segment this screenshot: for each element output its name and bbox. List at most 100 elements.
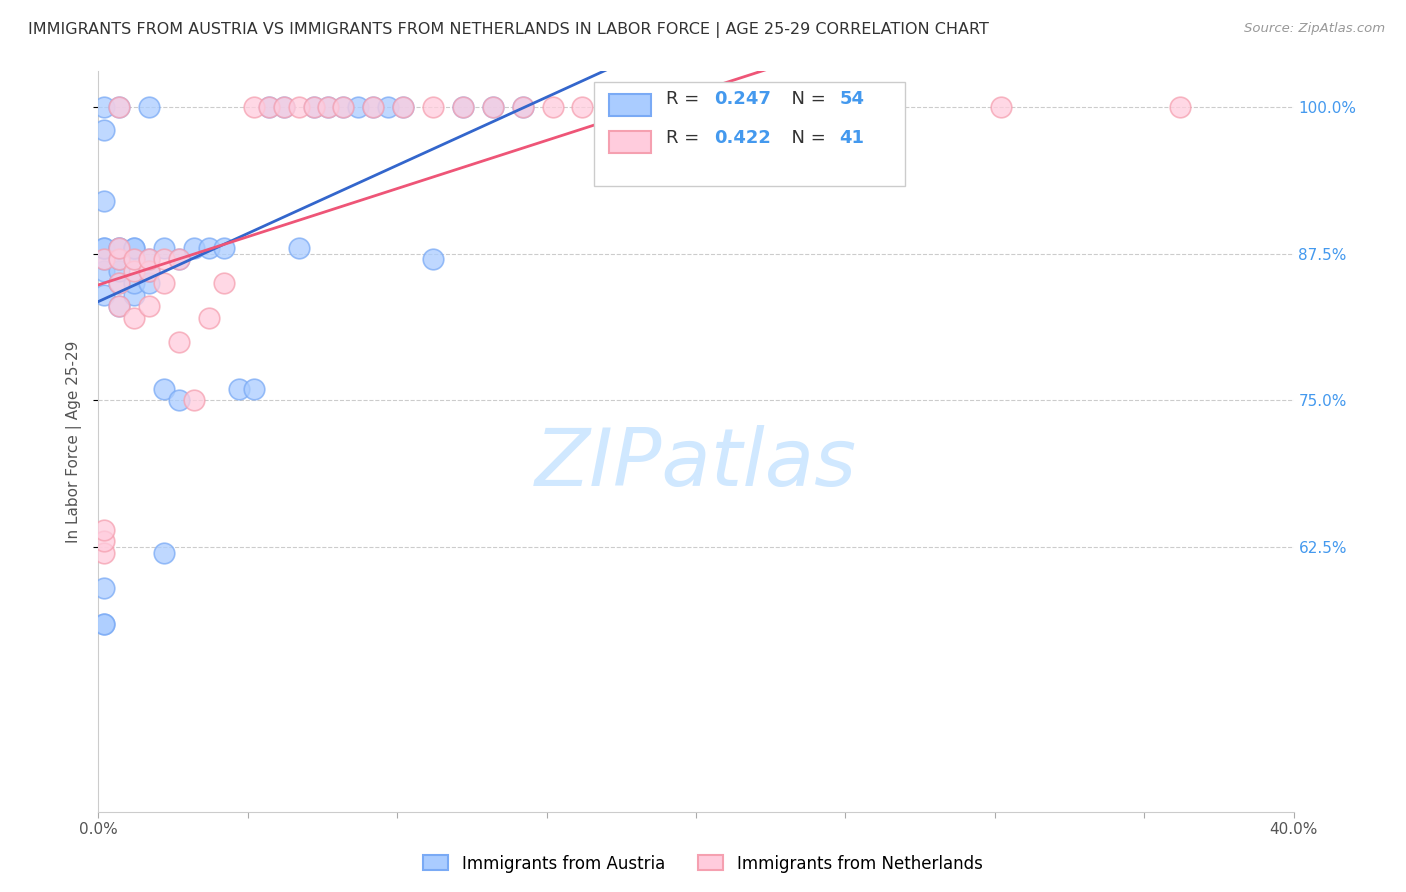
Point bbox=[302, 100, 325, 114]
Point bbox=[93, 616, 115, 631]
Point bbox=[451, 100, 474, 114]
FancyBboxPatch shape bbox=[609, 130, 651, 153]
Point bbox=[108, 276, 131, 290]
Point bbox=[482, 100, 505, 114]
Point bbox=[93, 582, 115, 596]
Point bbox=[138, 252, 160, 267]
Point bbox=[571, 100, 593, 114]
FancyBboxPatch shape bbox=[609, 94, 651, 116]
Point bbox=[990, 100, 1012, 114]
Point bbox=[124, 241, 146, 255]
Point bbox=[108, 252, 131, 267]
Point bbox=[392, 100, 415, 114]
Point bbox=[124, 311, 146, 326]
Point bbox=[93, 546, 115, 560]
Point bbox=[124, 252, 146, 267]
Point bbox=[138, 264, 160, 278]
Point bbox=[108, 299, 131, 313]
Point bbox=[93, 616, 115, 631]
Point bbox=[183, 393, 205, 408]
Text: 54: 54 bbox=[839, 90, 865, 108]
Point bbox=[257, 100, 280, 114]
Text: Source: ZipAtlas.com: Source: ZipAtlas.com bbox=[1244, 22, 1385, 36]
Text: R =: R = bbox=[666, 129, 704, 147]
Point bbox=[347, 100, 370, 114]
Point bbox=[167, 252, 190, 267]
Point bbox=[287, 241, 309, 255]
Text: 0.422: 0.422 bbox=[714, 129, 770, 147]
Point bbox=[167, 393, 190, 408]
Point bbox=[302, 100, 325, 114]
Point bbox=[93, 287, 115, 301]
Point bbox=[512, 100, 534, 114]
Text: N =: N = bbox=[779, 90, 831, 108]
Point bbox=[93, 252, 115, 267]
Text: 0.247: 0.247 bbox=[714, 90, 770, 108]
Text: N =: N = bbox=[779, 129, 831, 147]
Point bbox=[212, 241, 235, 255]
Text: IMMIGRANTS FROM AUSTRIA VS IMMIGRANTS FROM NETHERLANDS IN LABOR FORCE | AGE 25-2: IMMIGRANTS FROM AUSTRIA VS IMMIGRANTS FR… bbox=[28, 22, 988, 38]
Point bbox=[108, 276, 131, 290]
Point bbox=[332, 100, 354, 114]
Point bbox=[363, 100, 385, 114]
Point bbox=[93, 123, 115, 137]
Point bbox=[257, 100, 280, 114]
Point bbox=[1168, 100, 1191, 114]
Point bbox=[377, 100, 399, 114]
Point bbox=[243, 382, 266, 396]
Point bbox=[138, 264, 160, 278]
Point bbox=[392, 100, 415, 114]
Point bbox=[108, 100, 131, 114]
Point bbox=[93, 241, 115, 255]
Point bbox=[153, 252, 176, 267]
Point bbox=[108, 241, 131, 255]
Point bbox=[138, 100, 160, 114]
Point bbox=[273, 100, 295, 114]
Point bbox=[287, 100, 309, 114]
Point bbox=[93, 100, 115, 114]
Point bbox=[93, 252, 115, 267]
Point bbox=[138, 252, 160, 267]
Point bbox=[93, 241, 115, 255]
Point bbox=[108, 241, 131, 255]
Point bbox=[422, 252, 444, 267]
FancyBboxPatch shape bbox=[595, 82, 905, 186]
Point bbox=[541, 100, 564, 114]
Text: R =: R = bbox=[666, 90, 704, 108]
Point bbox=[451, 100, 474, 114]
Point bbox=[108, 241, 131, 255]
Point bbox=[198, 311, 221, 326]
Point bbox=[318, 100, 340, 114]
Point bbox=[167, 252, 190, 267]
Point bbox=[93, 264, 115, 278]
Point bbox=[124, 287, 146, 301]
Point bbox=[108, 252, 131, 267]
Point bbox=[482, 100, 505, 114]
Point bbox=[153, 276, 176, 290]
Point bbox=[124, 276, 146, 290]
Point bbox=[631, 100, 654, 114]
Y-axis label: In Labor Force | Age 25-29: In Labor Force | Age 25-29 bbox=[66, 341, 83, 542]
Point bbox=[512, 100, 534, 114]
Point bbox=[93, 534, 115, 549]
Point bbox=[273, 100, 295, 114]
Point bbox=[363, 100, 385, 114]
Legend: Immigrants from Austria, Immigrants from Netherlands: Immigrants from Austria, Immigrants from… bbox=[416, 848, 990, 880]
Point bbox=[228, 382, 250, 396]
Point bbox=[631, 100, 654, 114]
Point bbox=[602, 100, 624, 114]
Point bbox=[422, 100, 444, 114]
Point bbox=[124, 241, 146, 255]
Point bbox=[138, 276, 160, 290]
Text: ZIPatlas: ZIPatlas bbox=[534, 425, 858, 503]
Point bbox=[93, 194, 115, 208]
Point bbox=[108, 264, 131, 278]
Point bbox=[212, 276, 235, 290]
Point bbox=[138, 299, 160, 313]
Point bbox=[243, 100, 266, 114]
Point bbox=[124, 252, 146, 267]
Point bbox=[124, 264, 146, 278]
Point bbox=[318, 100, 340, 114]
Point bbox=[153, 546, 176, 560]
Point bbox=[93, 523, 115, 537]
